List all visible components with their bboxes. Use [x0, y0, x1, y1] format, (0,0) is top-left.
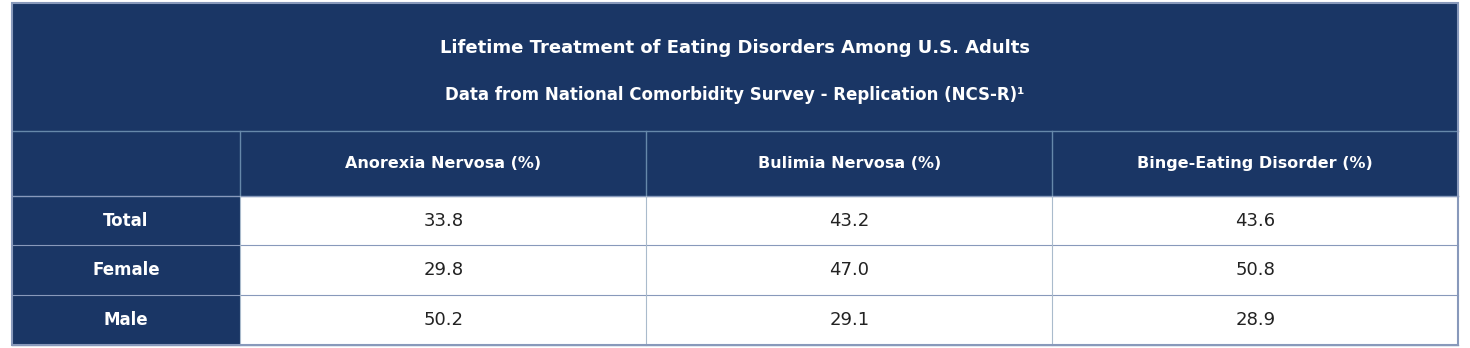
Bar	[240, 295, 647, 345]
Text: 50.2: 50.2	[423, 311, 463, 329]
Text: 29.8: 29.8	[423, 261, 463, 279]
Text: Female: Female	[93, 261, 160, 279]
Text: Total: Total	[103, 212, 148, 230]
Bar	[1053, 196, 1458, 245]
Bar	[647, 196, 1053, 245]
Text: 43.6: 43.6	[1235, 212, 1276, 230]
Text: Anorexia Nervosa (%): Anorexia Nervosa (%)	[345, 156, 541, 171]
Text: 29.1: 29.1	[829, 311, 869, 329]
Bar	[647, 131, 1053, 196]
Bar	[647, 245, 1053, 295]
Bar	[12, 196, 240, 245]
Bar	[647, 295, 1053, 345]
Text: 47.0: 47.0	[829, 261, 869, 279]
Text: 28.9: 28.9	[1235, 311, 1276, 329]
Bar	[12, 131, 240, 196]
Text: 43.2: 43.2	[829, 212, 869, 230]
Text: Male: Male	[104, 311, 148, 329]
Text: Binge-Eating Disorder (%): Binge-Eating Disorder (%)	[1138, 156, 1373, 171]
Text: 33.8: 33.8	[423, 212, 463, 230]
Bar	[240, 196, 647, 245]
Bar	[12, 245, 240, 295]
Bar	[240, 131, 647, 196]
Text: Bulimia Nervosa (%): Bulimia Nervosa (%)	[757, 156, 941, 171]
Text: Data from National Comorbidity Survey - Replication (NCS-R)¹: Data from National Comorbidity Survey - …	[445, 86, 1025, 104]
Bar	[1053, 295, 1458, 345]
Bar	[240, 245, 647, 295]
Text: 50.8: 50.8	[1235, 261, 1274, 279]
Bar	[1053, 245, 1458, 295]
Text: Lifetime Treatment of Eating Disorders Among U.S. Adults: Lifetime Treatment of Eating Disorders A…	[440, 39, 1030, 57]
Bar	[12, 295, 240, 345]
Bar	[1053, 131, 1458, 196]
Bar	[12, 3, 1458, 131]
